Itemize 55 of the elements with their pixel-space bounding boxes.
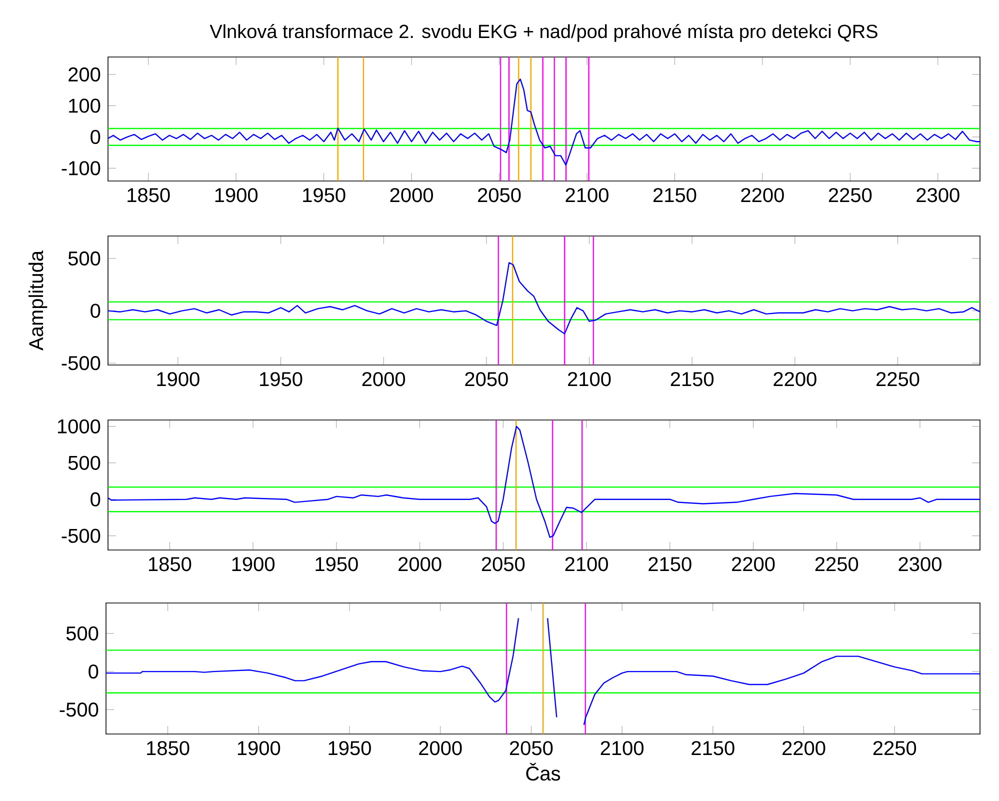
x-tick-label: 1900	[157, 372, 200, 386]
x-tick-label: 1950	[260, 372, 302, 386]
x-tick-label: 1950	[328, 741, 371, 756]
y-tick-label: 500	[66, 626, 98, 641]
y-tick-label: 500	[68, 251, 100, 266]
x-tick-label: 2250	[873, 741, 916, 756]
x-tick-label: 2000	[390, 188, 434, 202]
y-tick-label: 0	[88, 664, 98, 679]
x-tick-label: 2050	[478, 188, 521, 202]
line-series	[108, 78, 980, 166]
x-tick-label: 2250	[815, 557, 858, 572]
x-tick-label: 1900	[215, 188, 258, 202]
y-tick-label: -100	[62, 161, 100, 176]
x-tick-label: 2150	[653, 188, 696, 202]
y-tick-label: -500	[62, 356, 100, 370]
x-tick-label: 2200	[774, 372, 816, 386]
x-tick-label: 1900	[232, 557, 275, 572]
y-tick-label: 0	[90, 130, 100, 144]
x-tick-label: 2150	[670, 372, 714, 386]
x-tick-label: 2150	[692, 741, 734, 756]
x-tick-label: 1950	[303, 188, 346, 202]
x-tick-label: 2100	[565, 557, 608, 572]
x-tick-label: 1850	[148, 557, 192, 572]
x-tick-label: 1900	[238, 741, 280, 756]
x-tick-label: 2300	[916, 188, 960, 202]
y-tick-label: 500	[68, 456, 100, 470]
y-tick-label: 1000	[58, 419, 100, 434]
x-tick-label: 2250	[828, 188, 872, 202]
x-tick-label: 2000	[362, 372, 406, 386]
x-tick-label: 2050	[482, 557, 525, 572]
x-tick-label: 2050	[465, 372, 508, 386]
chart-title: Vlnková transformace 2. svodu EKG + nad/pod prahové místa pro detekci QRS	[210, 24, 878, 42]
x-tick-label: 2000	[398, 557, 442, 572]
y-tick-label: 200	[68, 67, 100, 82]
x-tick-label: 1950	[316, 557, 358, 572]
x-tick-label: 2150	[648, 557, 692, 572]
y-tick-label: 0	[90, 492, 100, 506]
x-axis-title: Čas	[526, 762, 560, 781]
x-tick-label: 2200	[741, 188, 784, 202]
x-tick-label: 2100	[568, 372, 611, 386]
x-tick-label: 2000	[419, 741, 462, 756]
x-tick-label: 1850	[147, 741, 190, 756]
y-axis-title: Aamplituda	[28, 250, 48, 350]
x-tick-label: 2300	[898, 557, 942, 572]
x-tick-label: 2250	[876, 372, 920, 386]
x-tick-label: 2050	[510, 741, 553, 756]
y-tick-label: 0	[90, 304, 100, 318]
x-tick-label: 2100	[566, 188, 608, 202]
x-tick-label: 2200	[732, 557, 775, 572]
x-tick-label: 2100	[600, 741, 644, 756]
y-tick-label: -500	[62, 528, 100, 543]
x-tick-label: 1850	[128, 188, 170, 202]
y-tick-label: -500	[60, 702, 98, 717]
y-tick-label: 100	[69, 98, 100, 113]
x-tick-label: 2200	[782, 741, 826, 756]
